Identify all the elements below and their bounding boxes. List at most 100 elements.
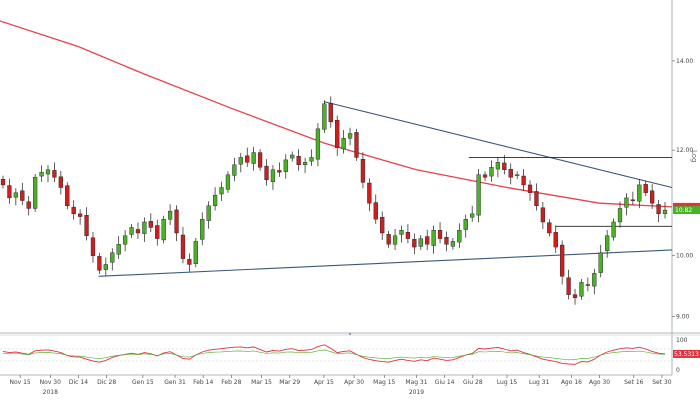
candle-body	[553, 232, 558, 248]
candle-body	[630, 199, 635, 201]
candle	[90, 232, 96, 263]
candle-body	[380, 217, 385, 234]
price-axis: 14.00 12.00 10.00 9.00 Log	[672, 58, 698, 321]
time-tick-label: Mar 29	[279, 379, 300, 386]
candle	[26, 196, 31, 216]
candle	[457, 223, 462, 248]
candle-body	[476, 174, 481, 216]
candle	[572, 288, 578, 305]
candle	[437, 222, 443, 244]
axis-tags: 10.82	[673, 202, 700, 215]
time-tick-label: Apr 15	[314, 379, 334, 386]
candle	[444, 231, 449, 252]
candle-body	[219, 187, 224, 195]
time-tick-label: Mar 15	[251, 379, 272, 386]
candle	[0, 175, 6, 189]
candle	[290, 151, 295, 162]
candle	[450, 237, 456, 250]
time-tick-label: Giu 28	[463, 379, 483, 386]
candle	[585, 277, 591, 292]
candle	[431, 225, 436, 254]
candle	[322, 100, 327, 133]
candle	[7, 178, 12, 204]
candle	[180, 226, 186, 264]
candle-body	[637, 184, 642, 202]
candle	[257, 149, 263, 171]
candle-body	[148, 221, 153, 228]
candle-body	[450, 241, 456, 247]
candle	[662, 202, 668, 219]
candle-body	[617, 208, 623, 223]
candle-body	[418, 238, 423, 247]
candle-body	[457, 230, 462, 243]
time-tick-label: Ago 30	[589, 379, 610, 386]
time-tick-label: Giu 14	[435, 379, 455, 386]
candle	[592, 268, 597, 295]
candle-body	[97, 256, 102, 271]
trendline-layer	[98, 101, 673, 277]
candle-body	[26, 201, 31, 209]
time-tick-label: Dic 14	[69, 379, 88, 386]
candle-body	[84, 215, 89, 236]
candle	[515, 171, 520, 179]
candle	[392, 228, 398, 251]
trendline-1	[98, 249, 673, 277]
candle-body	[77, 213, 83, 217]
candle-body	[39, 172, 44, 177]
candle	[425, 229, 430, 251]
candle-body	[521, 175, 526, 186]
candle	[367, 178, 372, 212]
candle	[341, 130, 346, 154]
candle-body	[347, 133, 353, 139]
candle	[502, 154, 507, 175]
candle	[33, 173, 38, 212]
oscillator-line	[2, 344, 666, 365]
candle-body	[71, 206, 76, 215]
candle-body	[251, 152, 256, 164]
candle-body	[425, 236, 430, 245]
candle-body	[502, 162, 507, 170]
candle	[110, 248, 115, 271]
candle-body	[0, 178, 6, 186]
candle-body	[283, 159, 288, 172]
candle	[264, 159, 269, 186]
oscillator-value-tag	[673, 349, 700, 358]
candle	[405, 224, 411, 244]
trendline-2	[323, 101, 673, 189]
candle-body	[463, 219, 468, 230]
candle	[39, 165, 44, 182]
time-tick-label: Ago 16	[561, 379, 582, 386]
candle	[245, 147, 250, 167]
candle	[386, 230, 391, 248]
candle	[315, 123, 321, 167]
candle	[142, 217, 147, 242]
candle-body	[437, 230, 443, 239]
time-tick-label: Set 30	[652, 379, 672, 386]
candle	[52, 162, 57, 182]
candle-body	[225, 174, 231, 190]
candle-body	[392, 235, 398, 245]
candle-body	[90, 237, 96, 256]
candle	[495, 157, 501, 178]
candle-body	[174, 209, 179, 234]
candle-body	[643, 184, 648, 193]
candle-body	[572, 294, 578, 298]
candle-body	[264, 165, 269, 181]
candle-body	[110, 252, 115, 263]
candle-body	[315, 128, 321, 160]
candle-body	[103, 264, 108, 270]
candle	[399, 225, 404, 243]
candle-body	[122, 235, 128, 245]
candle	[643, 180, 648, 197]
candle	[283, 154, 288, 179]
oscillator-panel: 100 0 53.5313	[0, 337, 700, 374]
candle	[77, 209, 83, 225]
candle	[611, 218, 616, 241]
candle-body	[193, 241, 198, 264]
candle-body	[444, 237, 449, 245]
candle	[354, 128, 359, 161]
time-tick-label: Lug 31	[529, 379, 550, 386]
